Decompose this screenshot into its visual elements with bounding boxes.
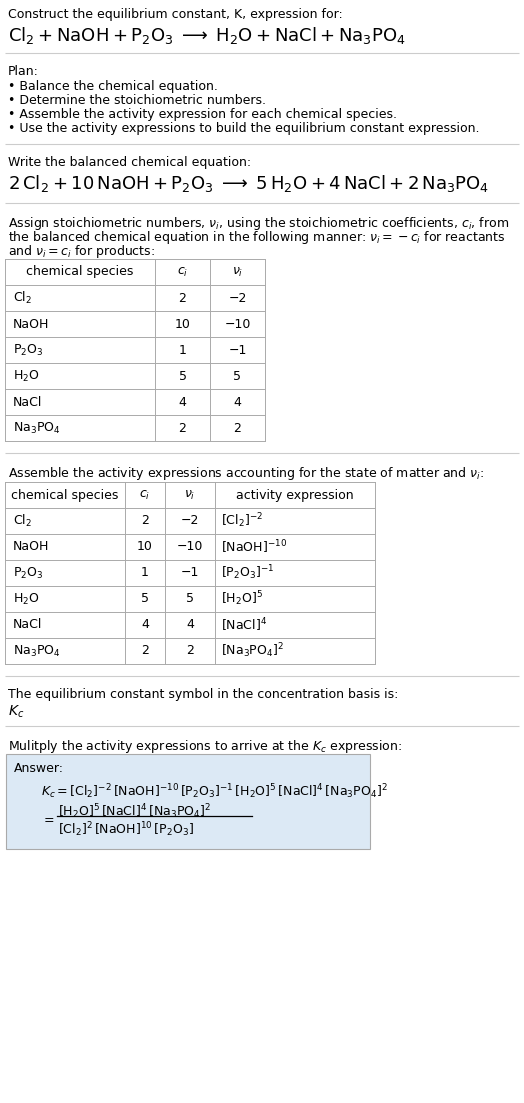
Text: 2: 2 bbox=[186, 644, 194, 657]
Text: 4: 4 bbox=[141, 619, 149, 632]
Text: 2: 2 bbox=[179, 291, 187, 304]
Text: −10: −10 bbox=[224, 318, 250, 331]
Text: chemical species: chemical species bbox=[12, 489, 119, 502]
Text: −2: −2 bbox=[228, 291, 247, 304]
Text: $\mathrm{Cl_2 + NaOH + P_2O_3 \;\longrightarrow\; H_2O + NaCl + Na_3PO_4}$: $\mathrm{Cl_2 + NaOH + P_2O_3 \;\longrig… bbox=[8, 25, 406, 46]
Text: • Assemble the activity expression for each chemical species.: • Assemble the activity expression for e… bbox=[8, 108, 397, 121]
Text: $[\mathrm{P_2O_3}]^{-1}$: $[\mathrm{P_2O_3}]^{-1}$ bbox=[221, 564, 275, 582]
Text: 5: 5 bbox=[186, 592, 194, 606]
Text: −10: −10 bbox=[177, 540, 203, 554]
Text: $[\mathrm{Na_3PO_4}]^2$: $[\mathrm{Na_3PO_4}]^2$ bbox=[221, 642, 284, 661]
Text: $=$: $=$ bbox=[41, 812, 54, 825]
FancyBboxPatch shape bbox=[6, 754, 370, 849]
Text: Construct the equilibrium constant, K, expression for:: Construct the equilibrium constant, K, e… bbox=[8, 8, 343, 21]
Text: $\mathrm{2\,Cl_2 + 10\,NaOH + P_2O_3 \;\longrightarrow\; 5\,H_2O + 4\,NaCl + 2\,: $\mathrm{2\,Cl_2 + 10\,NaOH + P_2O_3 \;\… bbox=[8, 173, 489, 194]
Text: $\mathrm{Cl_2}$: $\mathrm{Cl_2}$ bbox=[13, 290, 32, 306]
Text: Answer:: Answer: bbox=[14, 762, 64, 775]
Text: 10: 10 bbox=[174, 318, 190, 331]
Text: NaOH: NaOH bbox=[13, 540, 49, 554]
Text: 4: 4 bbox=[186, 619, 194, 632]
Text: chemical species: chemical species bbox=[26, 266, 134, 278]
Text: 2: 2 bbox=[234, 421, 242, 435]
Text: $[\mathrm{Cl_2}]^{-2}$: $[\mathrm{Cl_2}]^{-2}$ bbox=[221, 512, 263, 531]
Text: −1: −1 bbox=[181, 567, 199, 579]
Text: $[\mathrm{NaCl}]^4$: $[\mathrm{NaCl}]^4$ bbox=[221, 617, 267, 634]
Text: $c_i$: $c_i$ bbox=[139, 489, 150, 502]
Text: $\nu_i$: $\nu_i$ bbox=[184, 489, 195, 502]
Text: 5: 5 bbox=[141, 592, 149, 606]
Text: 4: 4 bbox=[234, 396, 242, 408]
Text: $\mathrm{H_2O}$: $\mathrm{H_2O}$ bbox=[13, 591, 40, 607]
Text: NaOH: NaOH bbox=[13, 318, 49, 331]
Text: Plan:: Plan: bbox=[8, 65, 39, 78]
Text: The equilibrium constant symbol in the concentration basis is:: The equilibrium constant symbol in the c… bbox=[8, 688, 398, 702]
Text: • Determine the stoichiometric numbers.: • Determine the stoichiometric numbers. bbox=[8, 94, 266, 107]
Text: 2: 2 bbox=[179, 421, 187, 435]
Text: • Use the activity expressions to build the equilibrium constant expression.: • Use the activity expressions to build … bbox=[8, 122, 479, 135]
Text: the balanced chemical equation in the following manner: $\nu_i = -c_i$ for react: the balanced chemical equation in the fo… bbox=[8, 229, 506, 246]
Text: $[\mathrm{Cl_2}]^2\,[\mathrm{NaOH}]^{10}\,[\mathrm{P_2O_3}]$: $[\mathrm{Cl_2}]^2\,[\mathrm{NaOH}]^{10}… bbox=[58, 820, 194, 838]
Text: $[\mathrm{NaOH}]^{-10}$: $[\mathrm{NaOH}]^{-10}$ bbox=[221, 538, 287, 556]
Text: 10: 10 bbox=[137, 540, 153, 554]
Text: 1: 1 bbox=[141, 567, 149, 579]
Text: Mulitply the activity expressions to arrive at the $K_c$ expression:: Mulitply the activity expressions to arr… bbox=[8, 738, 402, 754]
Text: 2: 2 bbox=[141, 644, 149, 657]
Text: −1: −1 bbox=[228, 343, 247, 356]
Text: 5: 5 bbox=[234, 370, 242, 383]
Text: $[\mathrm{H_2O}]^5\,[\mathrm{NaCl}]^4\,[\mathrm{Na_3PO_4}]^2$: $[\mathrm{H_2O}]^5\,[\mathrm{NaCl}]^4\,[… bbox=[58, 802, 211, 821]
Text: and $\nu_i = c_i$ for products:: and $\nu_i = c_i$ for products: bbox=[8, 243, 155, 260]
Text: activity expression: activity expression bbox=[236, 489, 354, 502]
Text: $\mathrm{P_2O_3}$: $\mathrm{P_2O_3}$ bbox=[13, 342, 43, 357]
Text: $\mathrm{Na_3PO_4}$: $\mathrm{Na_3PO_4}$ bbox=[13, 420, 61, 436]
Text: NaCl: NaCl bbox=[13, 619, 42, 632]
Text: $\mathrm{Cl_2}$: $\mathrm{Cl_2}$ bbox=[13, 513, 32, 529]
Text: $K_c$: $K_c$ bbox=[8, 704, 24, 720]
Text: Assemble the activity expressions accounting for the state of matter and $\nu_i$: Assemble the activity expressions accoun… bbox=[8, 465, 484, 482]
Text: 2: 2 bbox=[141, 514, 149, 527]
Text: • Balance the chemical equation.: • Balance the chemical equation. bbox=[8, 81, 218, 93]
Text: $\mathrm{H_2O}$: $\mathrm{H_2O}$ bbox=[13, 368, 40, 384]
Text: $\mathrm{Na_3PO_4}$: $\mathrm{Na_3PO_4}$ bbox=[13, 643, 61, 658]
Text: 1: 1 bbox=[179, 343, 187, 356]
Text: $[\mathrm{H_2O}]^5$: $[\mathrm{H_2O}]^5$ bbox=[221, 590, 263, 609]
Text: $K_c = [\mathrm{Cl_2}]^{-2}\,[\mathrm{NaOH}]^{-10}\,[\mathrm{P_2O_3}]^{-1}\,[\ma: $K_c = [\mathrm{Cl_2}]^{-2}\,[\mathrm{Na… bbox=[41, 782, 388, 801]
Text: $c_i$: $c_i$ bbox=[177, 266, 188, 279]
Text: Assign stoichiometric numbers, $\nu_i$, using the stoichiometric coefficients, $: Assign stoichiometric numbers, $\nu_i$, … bbox=[8, 215, 509, 232]
Text: 4: 4 bbox=[179, 396, 187, 408]
Text: 5: 5 bbox=[179, 370, 187, 383]
Text: $\mathrm{P_2O_3}$: $\mathrm{P_2O_3}$ bbox=[13, 566, 43, 580]
Text: $\nu_i$: $\nu_i$ bbox=[232, 266, 243, 279]
Text: NaCl: NaCl bbox=[13, 396, 42, 408]
Text: Write the balanced chemical equation:: Write the balanced chemical equation: bbox=[8, 156, 251, 169]
Text: −2: −2 bbox=[181, 514, 199, 527]
